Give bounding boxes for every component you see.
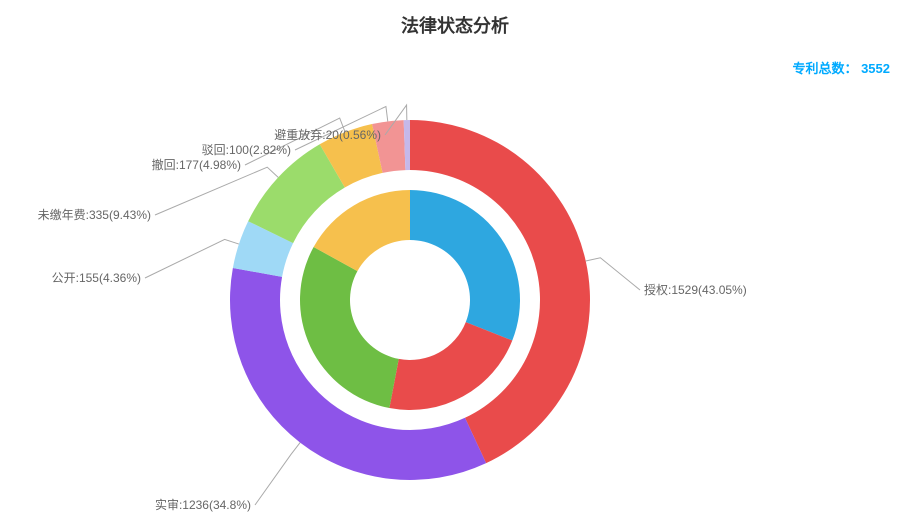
segment-label-未缴年费: 未缴年费:335(9.43%) [38, 207, 151, 222]
segment-label-撤回: 撤回:177(4.98%) [152, 157, 241, 172]
segment-label-驳回: 驳回:100(2.82%) [202, 143, 291, 157]
leader-line [255, 443, 300, 505]
segment-label-避重放弃: 避重放弃:20(0.56%) [274, 127, 381, 142]
chart-title: 法律状态分析 [0, 12, 910, 38]
segment-label-授权: 授权:1529(43.05%) [644, 282, 747, 297]
segment-label-实审: 实审:1236(34.8%) [155, 497, 251, 512]
segment-inner-a [410, 190, 520, 340]
donut-chart: 授权:1529(43.05%) 实审:1236(34.8%) 公开:155(4.36… [0, 50, 910, 520]
leader-line [586, 258, 640, 290]
leader-line [145, 239, 239, 278]
segment-label-公开: 公开:155(4.36%) [52, 271, 141, 285]
segment-inner-c [300, 247, 399, 408]
segment-inner-b [389, 322, 512, 410]
